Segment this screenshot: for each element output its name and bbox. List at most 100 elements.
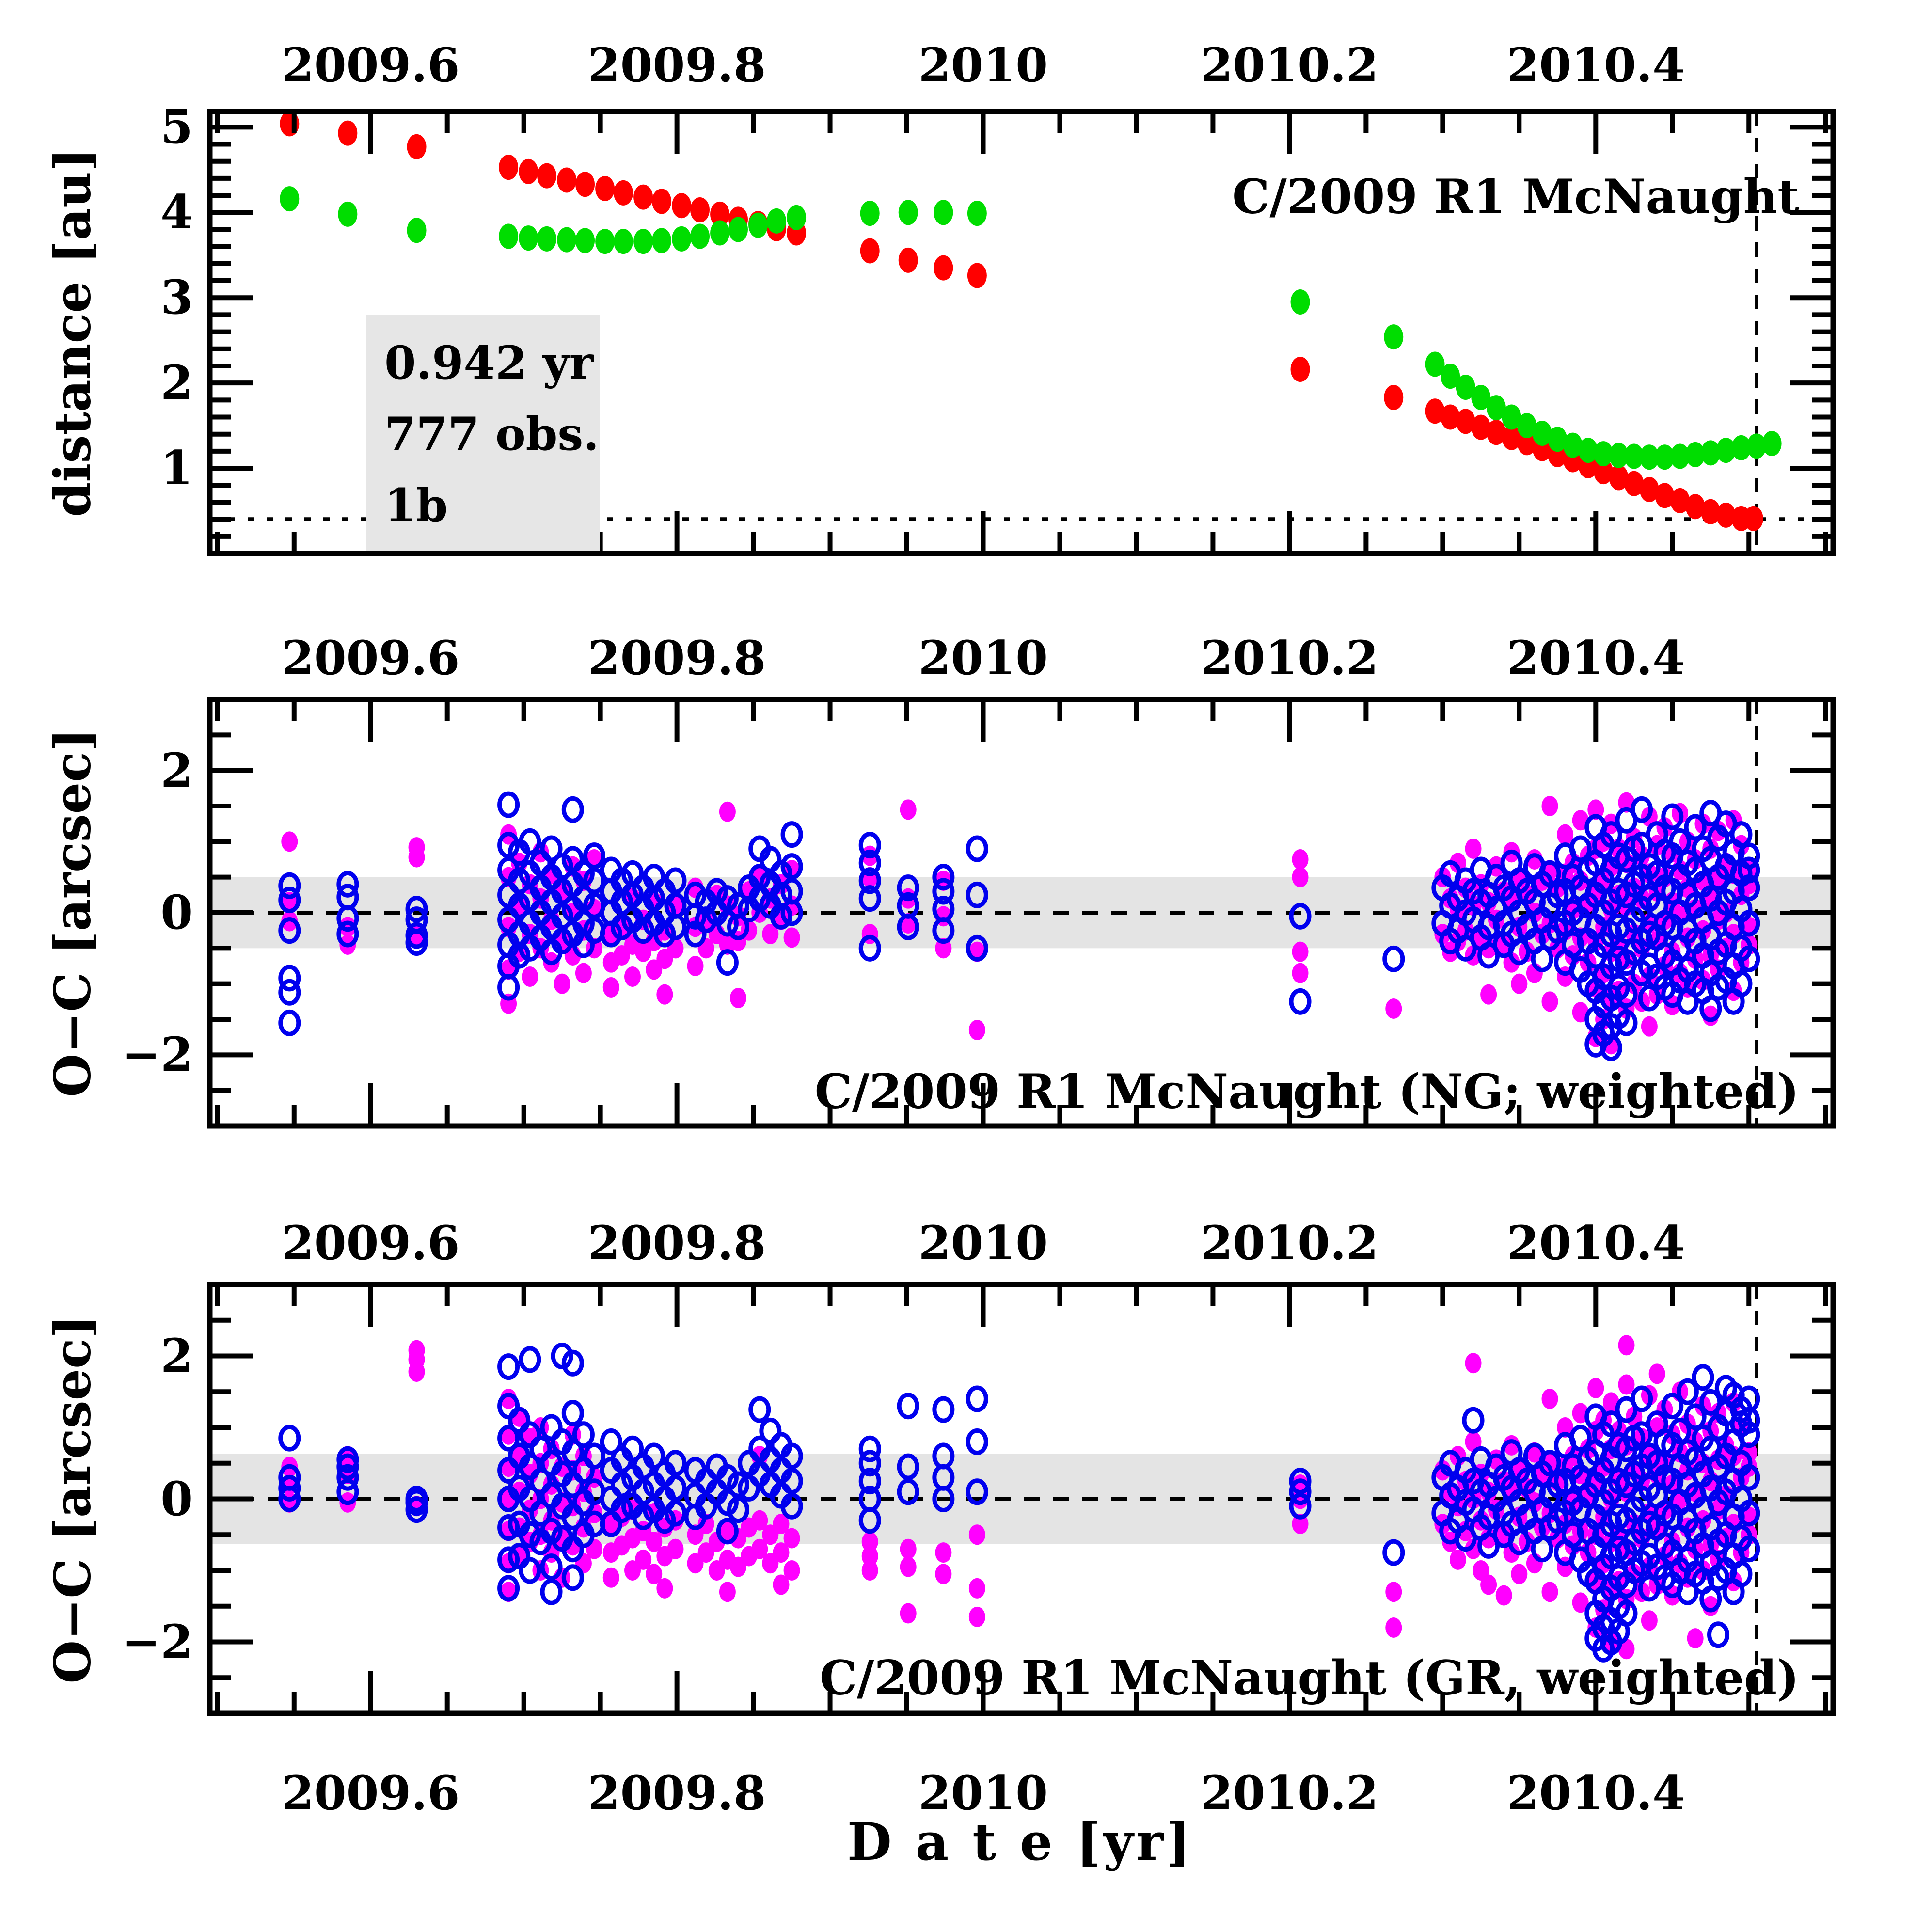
info-box-obs: 777 obs. bbox=[384, 408, 600, 461]
data-point bbox=[710, 220, 730, 246]
x-tick-label: 2009.6 bbox=[282, 1216, 460, 1270]
data-point bbox=[1738, 1464, 1760, 1491]
data-point bbox=[697, 1514, 714, 1535]
panel3-ylabel: O−C [arcsec] bbox=[43, 1314, 102, 1684]
data-point bbox=[716, 885, 739, 912]
data-point bbox=[770, 903, 792, 930]
data-point bbox=[595, 176, 615, 202]
data-point bbox=[1631, 1385, 1653, 1412]
data-point bbox=[1382, 945, 1405, 972]
data-point bbox=[1292, 849, 1309, 870]
panel2-title: C/2009 R1 McNaught (NG; weighted) bbox=[814, 1063, 1799, 1119]
data-point bbox=[278, 917, 301, 944]
x-tick-label: 2010.2 bbox=[1200, 631, 1379, 685]
data-point bbox=[1385, 1582, 1402, 1602]
data-point bbox=[1480, 984, 1497, 1005]
y-tick-label: 2 bbox=[160, 743, 193, 798]
data-point bbox=[664, 1500, 687, 1527]
data-point bbox=[1738, 856, 1760, 884]
data-point bbox=[1292, 1514, 1309, 1535]
data-point bbox=[408, 1361, 425, 1382]
data-point bbox=[716, 1464, 739, 1491]
data-point bbox=[1747, 433, 1767, 459]
data-point bbox=[1517, 413, 1537, 439]
data-point bbox=[572, 860, 595, 887]
data-point bbox=[610, 1471, 633, 1498]
data-point bbox=[858, 1507, 881, 1534]
data-point bbox=[759, 1417, 782, 1444]
data-point bbox=[1465, 1353, 1482, 1374]
data-point bbox=[1511, 1564, 1528, 1584]
data-point bbox=[338, 201, 358, 227]
data-point bbox=[561, 1564, 584, 1591]
x-tick-label: 2010 bbox=[918, 631, 1048, 685]
x-tick-label: 2010 bbox=[918, 1216, 1048, 1270]
data-point bbox=[780, 821, 803, 848]
data-point bbox=[602, 1567, 619, 1588]
data-point bbox=[1531, 945, 1553, 972]
data-point bbox=[1425, 398, 1445, 424]
data-point bbox=[730, 988, 747, 1008]
data-point bbox=[1687, 1628, 1704, 1649]
data-point bbox=[1599, 1410, 1622, 1438]
data-point bbox=[1292, 963, 1309, 983]
data-point bbox=[652, 228, 672, 253]
data-point bbox=[1289, 1492, 1312, 1520]
info-box-model: 1b bbox=[384, 479, 448, 532]
data-point bbox=[861, 1532, 878, 1552]
data-point bbox=[1738, 842, 1760, 870]
data-point bbox=[1639, 477, 1659, 503]
data-point bbox=[336, 905, 359, 932]
data-point bbox=[966, 1428, 988, 1455]
x-tick-label: 2009.6 bbox=[282, 1766, 460, 1821]
data-point bbox=[497, 1546, 520, 1573]
data-point bbox=[1741, 1442, 1758, 1463]
panel1-ylabel: distance [au] bbox=[43, 148, 102, 517]
data-point bbox=[551, 1343, 573, 1369]
data-point bbox=[748, 212, 768, 238]
data-point bbox=[710, 201, 730, 227]
y-tick-label: 4 bbox=[160, 185, 193, 240]
data-point bbox=[405, 896, 428, 923]
data-point bbox=[934, 200, 953, 225]
data-point bbox=[900, 1556, 917, 1577]
data-point bbox=[1631, 796, 1653, 823]
data-point bbox=[1626, 973, 1643, 994]
data-point bbox=[783, 927, 800, 948]
data-point bbox=[780, 1492, 803, 1520]
data-point bbox=[716, 949, 739, 976]
data-point bbox=[1738, 1421, 1760, 1448]
data-point bbox=[1465, 1431, 1482, 1452]
data-point bbox=[716, 1518, 739, 1545]
data-point bbox=[897, 913, 919, 940]
data-point bbox=[632, 917, 655, 944]
data-point bbox=[1502, 425, 1521, 450]
data-point bbox=[1684, 1403, 1707, 1430]
data-point bbox=[1541, 1582, 1558, 1602]
data-point bbox=[1441, 404, 1460, 430]
data-point bbox=[1669, 1417, 1692, 1444]
x-tick-label: 2009.8 bbox=[587, 38, 766, 93]
data-point bbox=[1572, 810, 1589, 831]
data-point bbox=[966, 881, 988, 908]
data-point bbox=[687, 956, 704, 976]
y-tick-label: −2 bbox=[121, 1614, 193, 1669]
data-point bbox=[934, 255, 953, 281]
data-point bbox=[280, 186, 300, 212]
data-point bbox=[1292, 941, 1309, 962]
info-box: 0.942 yr 777 obs. 1b bbox=[366, 315, 600, 551]
data-point bbox=[664, 1450, 687, 1477]
y-tick-label: 5 bbox=[160, 99, 193, 155]
data-point bbox=[278, 1009, 301, 1036]
data-point bbox=[1624, 471, 1644, 496]
data-point bbox=[1462, 1407, 1485, 1434]
data-point bbox=[935, 1564, 952, 1584]
data-point bbox=[1661, 1393, 1684, 1420]
data-point bbox=[519, 158, 538, 184]
x-tick-label: 2009.8 bbox=[587, 1216, 766, 1270]
x-tick-label: 2009.8 bbox=[587, 631, 766, 685]
x-tick-label: 2010.4 bbox=[1506, 1216, 1685, 1270]
data-point bbox=[1290, 357, 1310, 382]
